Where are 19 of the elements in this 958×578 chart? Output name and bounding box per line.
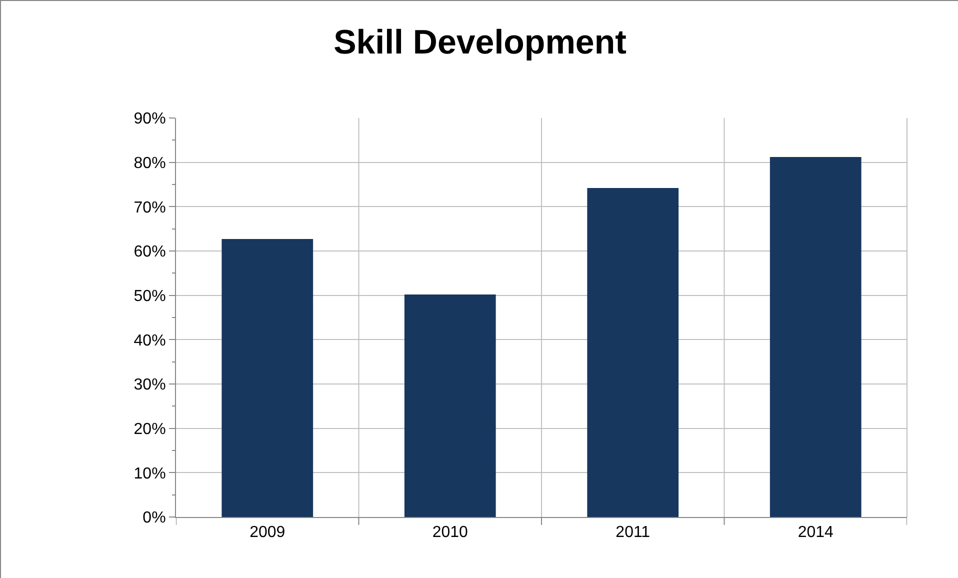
x-tick-label: 2011 xyxy=(616,524,650,542)
y-tick-label: 10% xyxy=(134,465,166,482)
y-tick-label: 80% xyxy=(134,154,166,172)
x-tick-label: 2009 xyxy=(250,524,286,542)
y-tick-label: 50% xyxy=(134,288,166,305)
bar xyxy=(404,294,496,517)
y-tick-label: 60% xyxy=(134,244,166,261)
y-tick-label: 0% xyxy=(142,510,166,527)
y-tick-label: 30% xyxy=(134,376,166,394)
bar xyxy=(587,188,679,517)
bar xyxy=(222,239,314,517)
y-tick-label: 20% xyxy=(134,420,166,438)
y-tick-label: 90% xyxy=(134,110,166,128)
y-tick-label: 70% xyxy=(134,199,166,216)
y-tick-label: 40% xyxy=(134,332,166,350)
chart-title: Skill Development xyxy=(334,23,626,62)
x-tick-label: 2010 xyxy=(432,524,468,542)
bar xyxy=(770,157,862,517)
x-tick-label: 2014 xyxy=(798,524,834,542)
